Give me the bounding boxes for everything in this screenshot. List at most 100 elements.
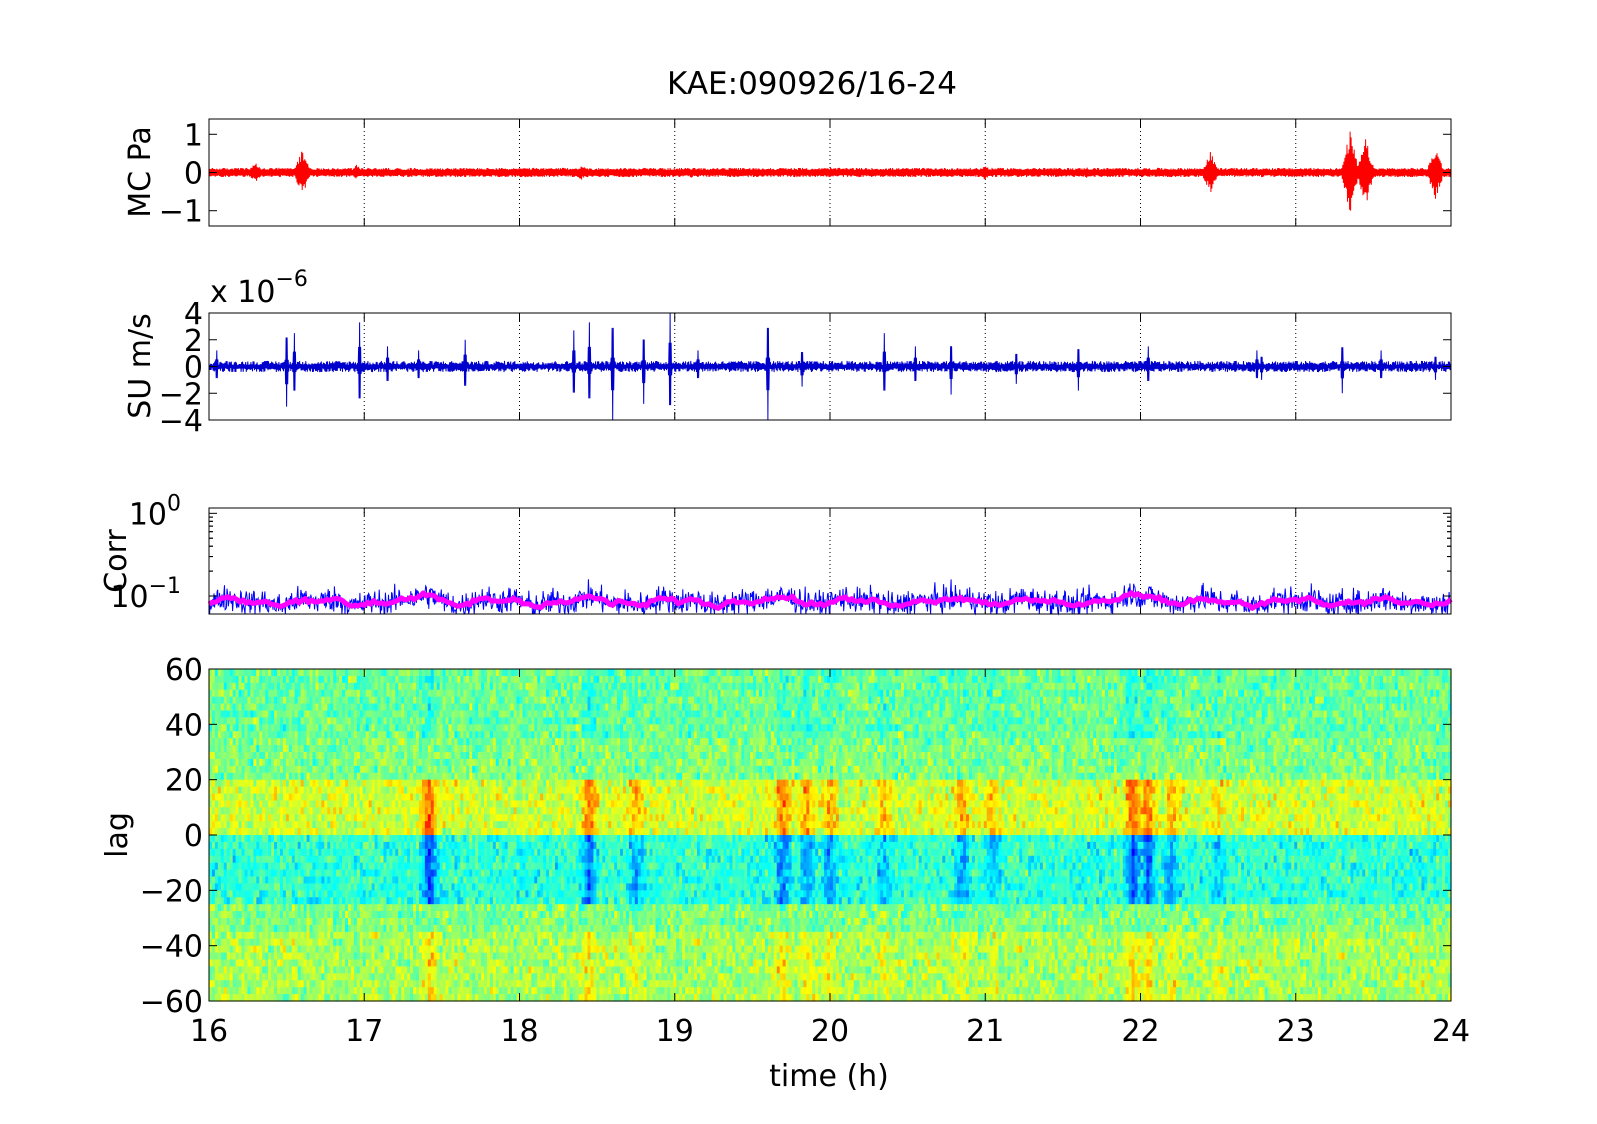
heatmap-cell [294,710,299,719]
heatmap-cell [309,682,314,691]
heatmap-cell [220,703,225,712]
heatmap-cell [424,682,429,691]
heatmap-cell [392,869,396,878]
heatmap-cell [380,848,385,857]
heatmap-cell [377,869,382,878]
heatmap-cell [410,924,414,933]
heatmap-cell [268,911,272,919]
heatmap-cell [442,980,447,988]
heatmap-cell [418,918,423,926]
heatmap-cell [424,883,429,891]
heatmap-cell [427,848,432,857]
heatmap-cell [418,745,423,753]
heatmap-cell [368,883,373,891]
heatmap-cell [404,848,408,857]
heatmap-cell [318,703,322,712]
heatmap-cell [392,841,396,850]
heatmap-cell [300,682,305,691]
heatmap-cell [265,911,269,919]
heatmap-cell [297,987,302,995]
heatmap-cell [291,689,296,698]
heatmap-cell [401,918,405,926]
heatmap-cell [232,835,237,843]
heatmap-cell [259,911,263,919]
heatmap-cell [454,869,458,878]
heatmap-cell [241,738,246,746]
heatmap-cell [407,738,411,746]
heatmap-cell [315,973,320,981]
heatmap-cell [353,945,358,954]
heatmap-cell [368,848,373,857]
heatmap-cell [433,752,438,760]
heatmap-cell [353,800,358,808]
heatmap-cell [401,731,405,739]
heatmap-cell [327,966,331,974]
heatmap-cell [416,945,420,954]
heatmap-cell [223,966,228,974]
heatmap-cell [386,814,390,822]
heatmap-cell [478,745,482,753]
heatmap-cell [469,717,473,725]
heatmap-cell [300,821,305,829]
heatmap-cell [342,904,346,912]
heatmap-cell [223,980,228,988]
heatmap-cell [238,855,243,864]
heatmap-cell [350,890,355,898]
heatmap-cell [342,800,346,808]
heatmap-cell [300,696,305,705]
heatmap-cell [448,765,453,774]
heatmap-cell [291,883,296,891]
heatmap-cell [235,703,240,712]
heatmap-cell [445,745,450,753]
heatmap-cell [217,669,222,677]
heatmap-cell [356,959,361,968]
heatmap-cell [211,987,216,995]
heatmap-cell [356,973,361,981]
heatmap-cell [282,828,287,836]
heatmap-cell [259,945,263,954]
heatmap-cell [345,675,349,684]
heatmap-cell [439,703,444,712]
heatmap-cell [427,924,432,933]
heatmap-cell [475,786,479,795]
heatmap-cell [451,675,456,684]
heatmap-cell [356,703,361,712]
heatmap-cell [439,745,444,753]
y-tick-label: −2 [159,377,203,412]
heatmap-cell [463,883,467,891]
heatmap-cell [365,675,370,684]
heatmap-cell [265,931,269,940]
heatmap-cell [209,904,213,912]
heatmap-cell [220,800,225,808]
heatmap-cell [297,938,302,947]
heatmap-cell [478,696,482,705]
heatmap-cell [463,696,467,705]
heatmap-cell [454,779,458,788]
heatmap-cell [229,959,234,968]
heatmap-cell [451,731,456,739]
heatmap-cell [214,731,219,739]
heatmap-cell [395,703,399,712]
heatmap-cell [466,682,470,691]
heatmap-cell [392,752,396,760]
heatmap-cell [282,786,287,795]
heatmap-cell [356,696,361,705]
heatmap-cell [460,724,464,732]
heatmap-cell [383,869,388,878]
heatmap-cell [353,752,358,760]
y-tick-label: −1 [159,195,203,230]
heatmap-cell [294,835,299,843]
heatmap-cell [463,918,467,926]
heatmap-cell [217,862,222,871]
heatmap-cell [330,717,334,725]
heatmap-cell [421,876,426,885]
heatmap-cell [259,758,263,767]
heatmap-cell [318,724,322,732]
heatmap-cell [238,738,243,746]
heatmap-cell [433,765,438,774]
heatmap-cell [469,752,473,760]
heatmap-cell [439,682,444,691]
heatmap-cell [398,807,402,815]
heatmap-cell [330,918,334,926]
heatmap-cell [318,924,322,933]
